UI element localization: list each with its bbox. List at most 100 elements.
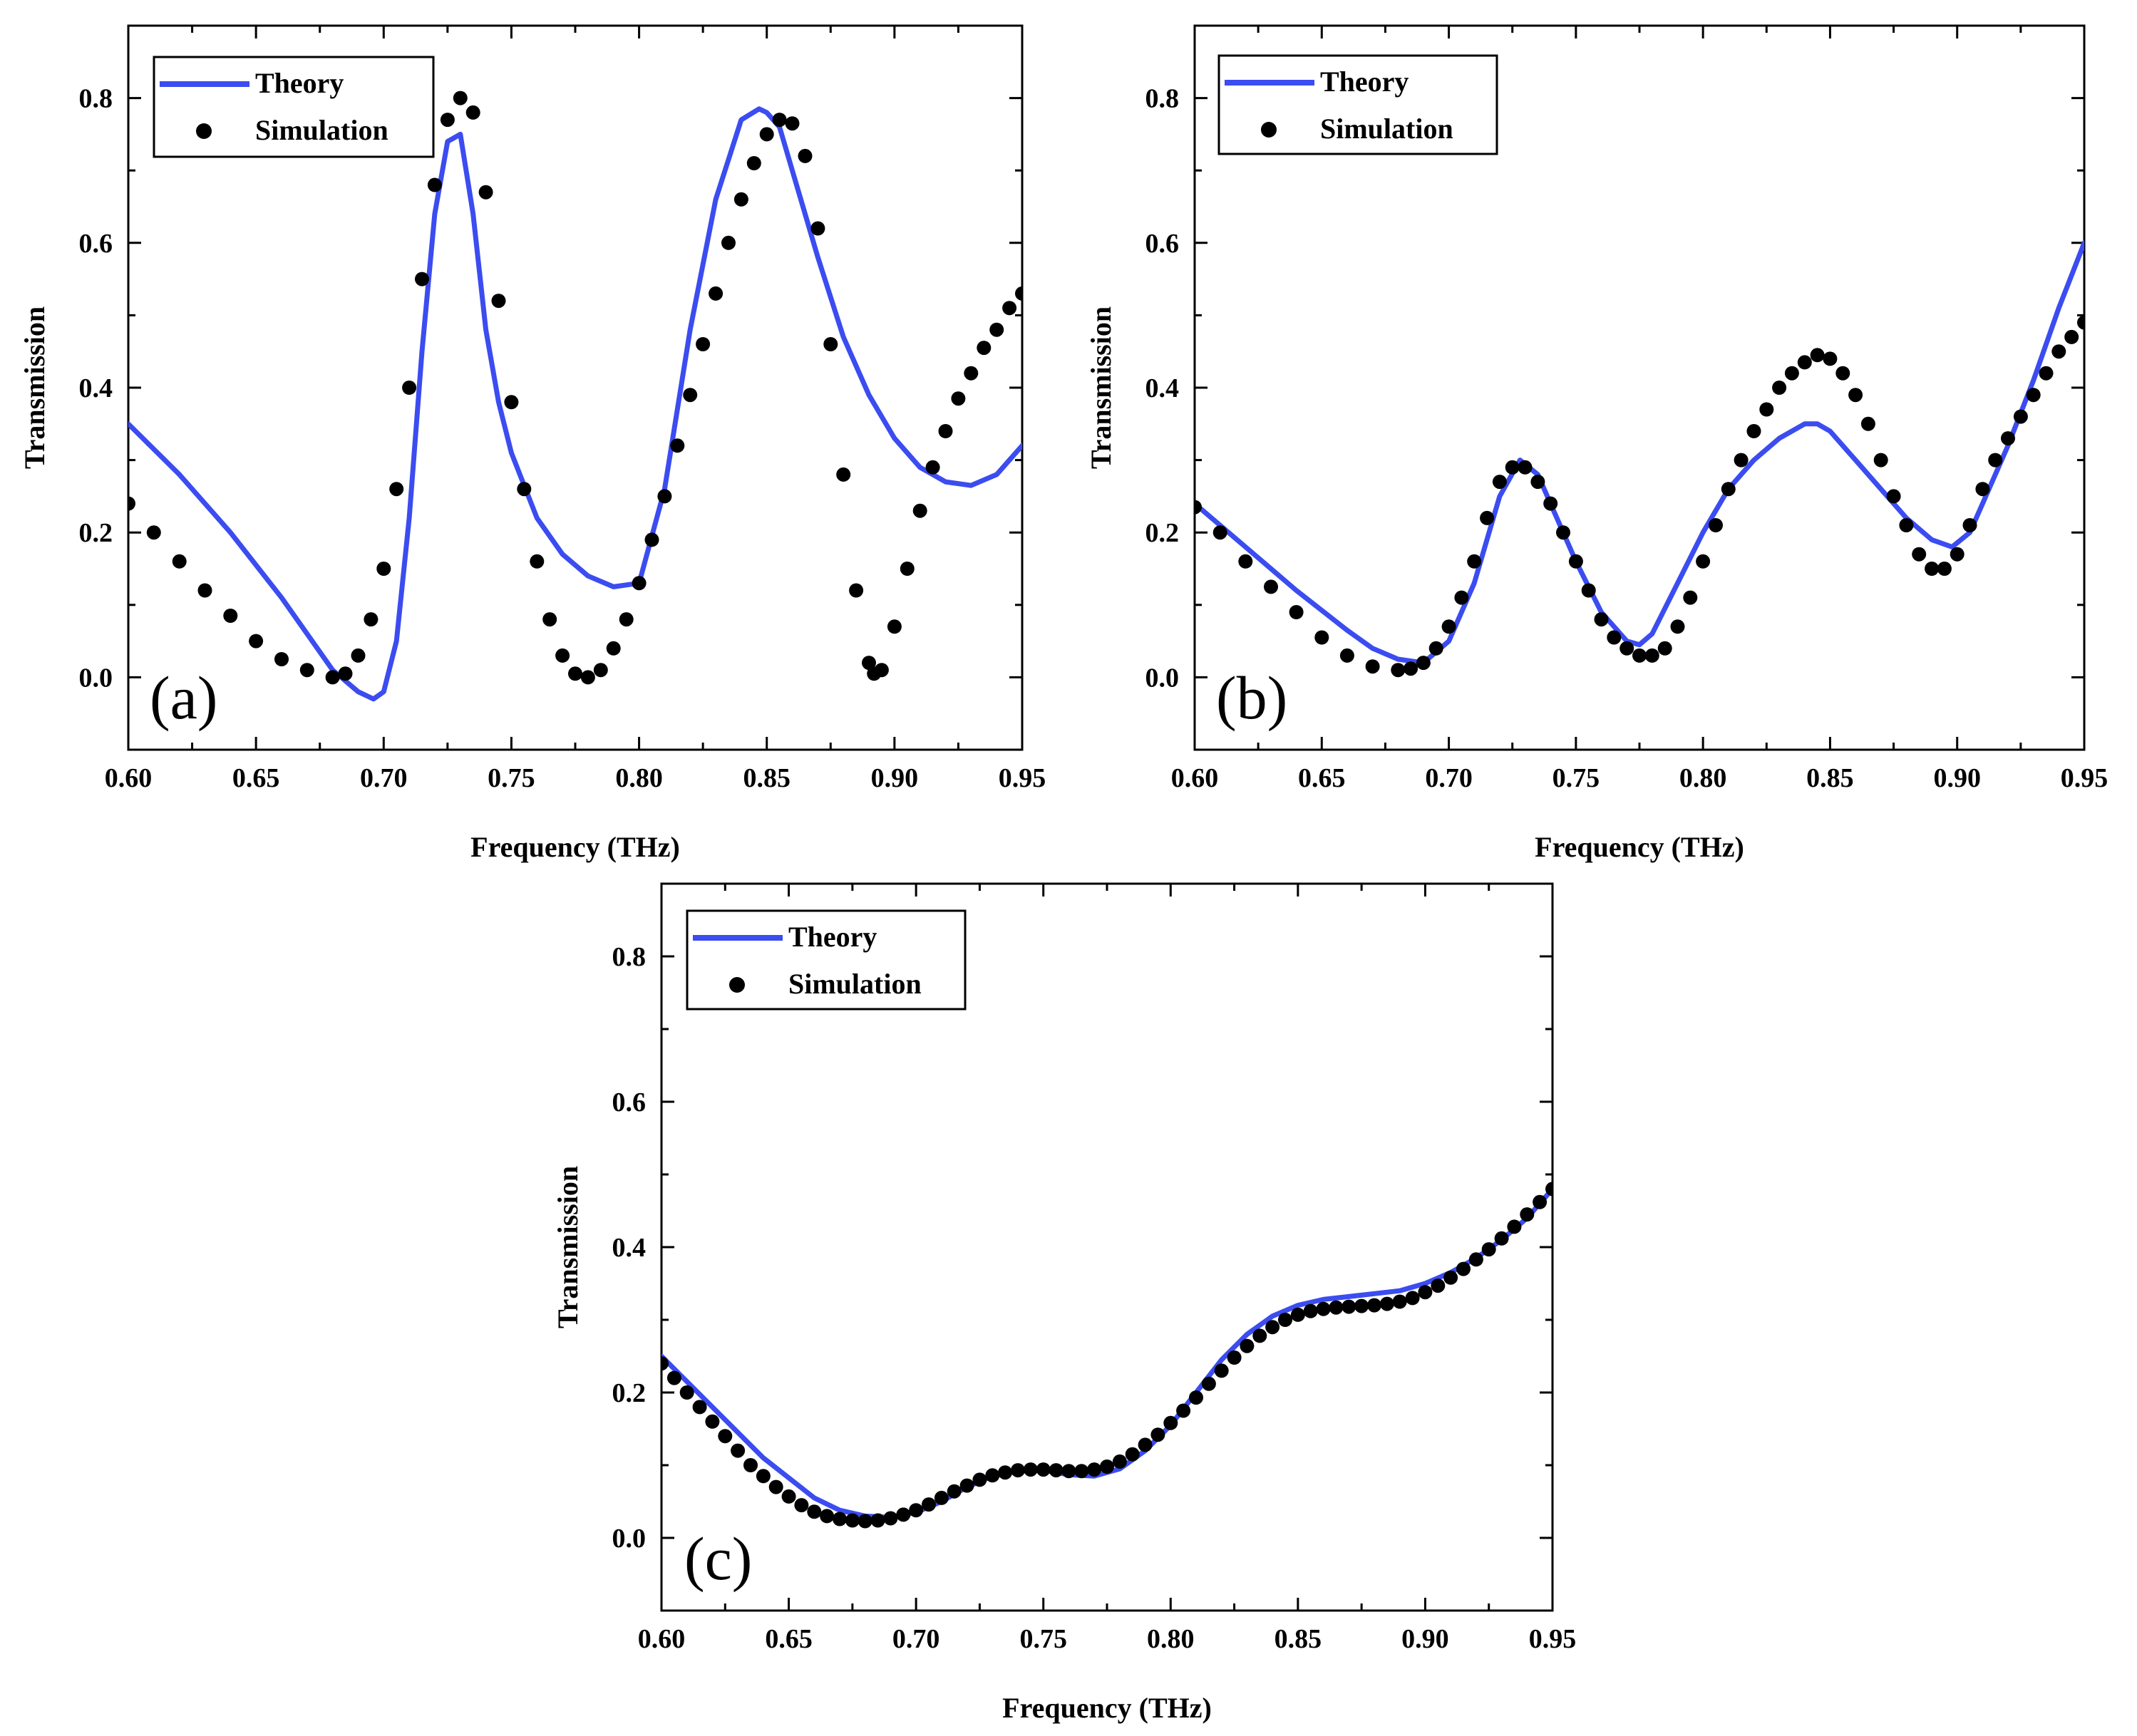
x-tick-label: 0.70 [892, 1624, 940, 1654]
legend-box [686, 909, 967, 1011]
simulation-point [1507, 1219, 1522, 1234]
simulation-point [453, 91, 468, 105]
simulation-point [1772, 381, 1787, 395]
x-axis-title: Frequency (THz) [1002, 1692, 1212, 1724]
simulation-point [1252, 1328, 1267, 1343]
simulation-point [1873, 453, 1888, 467]
simulation-point [274, 652, 289, 666]
simulation-point [661, 1356, 669, 1371]
simulation-point [1797, 355, 1812, 370]
x-tick-label: 0.75 [1552, 763, 1600, 793]
y-tick-label: 0.6 [1145, 229, 1180, 259]
x-tick-label: 0.85 [1275, 1624, 1322, 1654]
simulation-point [1379, 1296, 1394, 1311]
simulation-point [2077, 315, 2084, 330]
x-tick-label: 0.85 [743, 763, 791, 793]
simulation-point [1189, 1390, 1203, 1405]
x-tick-label: 0.95 [1529, 1624, 1577, 1654]
simulation-point [1391, 663, 1406, 678]
simulation-point [1431, 1278, 1446, 1293]
panel-a: 0.60 0.65 0.70 0.75 0.80 0.85 0.90 0.95 0.0 0.2 0.… [19, 24, 1046, 863]
simulation-point [376, 562, 391, 576]
simulation-point [427, 177, 442, 192]
x-tick-label: 0.95 [2061, 763, 2108, 793]
simulation-point [1454, 590, 1469, 605]
simulation-point [1481, 1242, 1496, 1257]
x-tick-label: 0.60 [1171, 763, 1219, 793]
simulation-point [2013, 409, 2028, 424]
x-tick-label: 0.75 [488, 763, 535, 793]
simulation-point [1492, 475, 1507, 490]
simulation-point [823, 337, 838, 351]
simulation-point [1759, 402, 1774, 417]
y-tick-label: 0.4 [612, 1233, 647, 1263]
simulation-point [1240, 1338, 1255, 1353]
simulation-point [606, 641, 621, 656]
panel-label: (a) [150, 663, 217, 732]
simulation-point [798, 148, 813, 163]
simulation-point [836, 467, 851, 482]
simulation-point [1467, 554, 1482, 569]
simulation-point [1545, 1182, 1552, 1197]
simulation-point [1925, 562, 1940, 576]
y-tick-label: 0.2 [612, 1378, 647, 1408]
y-tick-label: 0.2 [1145, 518, 1180, 548]
simulation-point [1937, 562, 1952, 576]
simulation-point [683, 388, 698, 403]
simulation-point [807, 1504, 822, 1519]
simulation-point [465, 105, 480, 120]
simulation-point [1632, 648, 1647, 663]
legend-box [153, 56, 435, 158]
legend-simulation-marker [1261, 122, 1277, 138]
panel-c: 0.60 0.65 0.70 0.75 0.80 0.85 0.90 0.95 0.0 0.2 0.… [552, 882, 1577, 1724]
simulation-point [1289, 605, 1304, 619]
simulation-point [1176, 1403, 1191, 1418]
x-axis-title: Frequency (THz) [470, 831, 680, 863]
simulation-point [756, 1469, 771, 1484]
simulation-point [679, 1385, 694, 1400]
simulation-point [1696, 554, 1711, 569]
simulation-point [517, 482, 532, 497]
simulation-point [1734, 453, 1749, 467]
simulation-point [666, 1370, 681, 1385]
x-tick-label: 0.65 [232, 763, 280, 793]
x-tick-label: 0.65 [765, 1624, 813, 1654]
simulation-point [964, 366, 979, 381]
simulation-point [785, 116, 800, 131]
simulation-point [1823, 351, 1838, 366]
y-axis-title: Transmission [552, 1166, 584, 1328]
simulation-point [1505, 460, 1520, 475]
x-tick-label: 0.95 [999, 763, 1046, 793]
simulation-point [2064, 329, 2079, 344]
simulation-point [1264, 579, 1278, 594]
simulation-point [1670, 619, 1685, 634]
legend-simulation-marker [196, 123, 212, 139]
simulation-point [1015, 286, 1022, 301]
simulation-point [1365, 659, 1380, 674]
simulation-point [1607, 630, 1622, 645]
simulation-point [1112, 1454, 1127, 1469]
simulation-point [1036, 1462, 1051, 1477]
simulation-point [925, 460, 940, 475]
simulation-point [1087, 1462, 1102, 1477]
simulation-point [947, 1484, 962, 1499]
simulation-point [794, 1498, 809, 1513]
simulation-point [900, 562, 915, 576]
simulation-point [1418, 1285, 1433, 1300]
simulation-point [1404, 661, 1418, 676]
simulation-point [364, 612, 379, 627]
simulation-point [440, 113, 455, 128]
simulation-point [2051, 344, 2066, 359]
simulation-point [670, 438, 685, 453]
simulation-point [1810, 348, 1825, 363]
y-tick-label: 0.2 [79, 518, 113, 548]
simulation-point [951, 391, 966, 406]
simulation-point [810, 221, 825, 236]
x-tick-label: 0.60 [105, 763, 153, 793]
simulation-point [1339, 648, 1354, 663]
simulation-point [402, 381, 417, 395]
simulation-point [1150, 1427, 1165, 1442]
simulation-point [1886, 489, 1901, 504]
panel-label: (b) [1216, 663, 1287, 732]
simulation-point [1212, 525, 1227, 540]
